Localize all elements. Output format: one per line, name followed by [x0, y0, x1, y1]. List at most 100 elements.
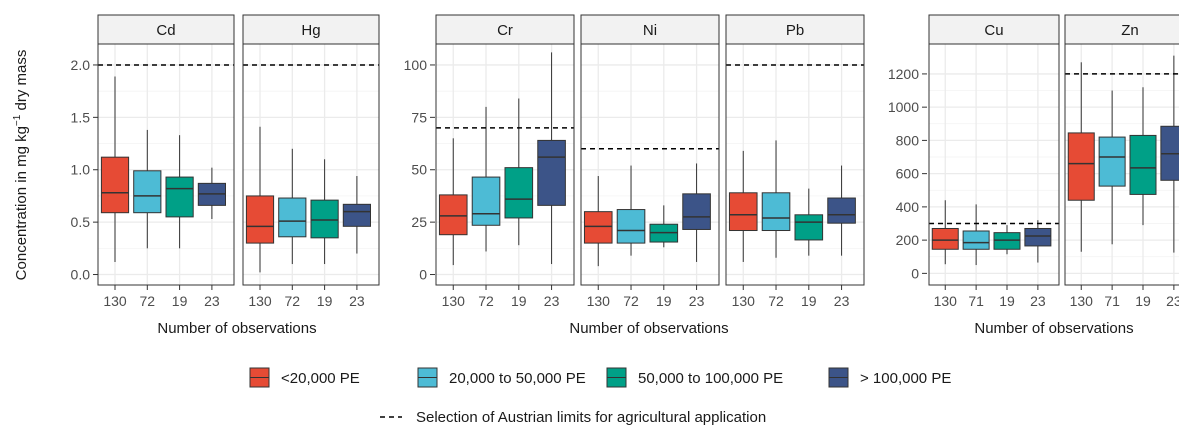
x-tick-label: 19 — [801, 293, 817, 309]
y-tick-label: 600 — [896, 166, 920, 182]
x-tick-label: 130 — [587, 293, 611, 309]
box-ni-4 — [682, 193, 711, 230]
legend-label: 50,000 to 100,000 PE — [638, 370, 783, 387]
y-tick-label: 100 — [404, 57, 428, 73]
legend-label: 20,000 to 50,000 PE — [449, 370, 586, 387]
box-cu-1 — [931, 227, 959, 250]
box-cu-3 — [993, 232, 1021, 250]
x-axis-title: Number of observations — [157, 320, 316, 337]
box-zn-2 — [1098, 136, 1126, 187]
box-hg-1 — [245, 195, 275, 244]
box-ni-1 — [583, 211, 613, 244]
facet-label-cr: Cr — [497, 22, 513, 39]
facet-label-cd: Cd — [156, 22, 175, 39]
panel-cd: Cd 130 72 19 23 — [97, 14, 235, 309]
x-tick-label: 23 — [689, 293, 705, 309]
panel-border — [1064, 43, 1179, 286]
box-hg-3 — [310, 199, 339, 239]
panel-plot-area — [243, 64, 379, 273]
x-tick-label: 19 — [172, 293, 188, 309]
y-tick-label: 200 — [896, 232, 920, 248]
panel-zn: Zn 130 71 19 23 — [1064, 14, 1179, 309]
box-cd-2 — [133, 170, 162, 214]
panel-plot-area — [98, 64, 234, 262]
x-tick-label: 19 — [317, 293, 333, 309]
chart-group-1: 0.0 0.5 1.0 1.5 2.0 Cd 130 72 19 23 Hg 130 72 19 23 Num… — [71, 14, 380, 337]
x-tick-label: 130 — [103, 293, 127, 309]
box-hg-4 — [342, 203, 371, 227]
panel-cr: Cr 130 72 19 23 — [435, 14, 575, 309]
y-tick-label: 1.0 — [71, 162, 91, 178]
y-tick-label: 50 — [411, 162, 427, 178]
chart-group-2: 0 25 50 75 100 Cr 130 72 19 23 Ni 130 72 19 23 Pb 130 72 1… — [404, 14, 865, 337]
x-tick-label: 23 — [544, 293, 560, 309]
panel-background — [726, 44, 864, 285]
y-tick-label: 0.0 — [71, 267, 91, 283]
legend-item: 20,000 to 50,000 PE — [417, 367, 586, 388]
box-cd-1 — [100, 156, 130, 214]
legend-item: > 100,000 PE — [828, 367, 951, 388]
legend-limit-label: Selection of Austrian limits for agricul… — [416, 409, 766, 426]
panel-border — [580, 43, 720, 286]
panel-background — [243, 44, 379, 285]
legend-item: <20,000 PE — [249, 367, 360, 388]
panel-border — [725, 43, 865, 286]
panel-hg: Hg 130 72 19 23 — [242, 14, 380, 309]
y-tick-label: 1200 — [888, 66, 919, 82]
panel-border — [928, 43, 1060, 286]
y-tick-label: 0 — [419, 267, 427, 283]
legend-limit-item: Selection of Austrian limits for agricul… — [380, 409, 766, 426]
facet-label-zn: Zn — [1121, 22, 1139, 39]
y-tick-label: 1.5 — [71, 109, 91, 125]
panel-pb: Pb 130 72 19 23 — [725, 14, 865, 309]
facet-strip-ni — [580, 14, 720, 45]
x-axis-title: Number of observations — [569, 320, 728, 337]
y-axis-title: Concentration in mg kg−1 dry mass — [12, 50, 30, 281]
x-tick-label: 130 — [934, 293, 958, 309]
facet-strip-zn — [1064, 14, 1179, 45]
y-axis-title-tail: dry mass — [13, 50, 30, 115]
x-tick-label: 130 — [248, 293, 272, 309]
box-cr-4 — [537, 139, 566, 206]
y-tick-label: 1000 — [888, 99, 919, 115]
x-tick-label: 130 — [732, 293, 756, 309]
facet-strip-cr — [435, 14, 575, 45]
box-pb-1 — [728, 192, 758, 232]
box-hg-2 — [278, 197, 307, 238]
box-cr-2 — [471, 176, 501, 226]
x-tick-label: 19 — [999, 293, 1015, 309]
x-tick-label: 72 — [478, 293, 494, 309]
box-pb-2 — [761, 192, 791, 232]
y-tick-label: 2.0 — [71, 57, 91, 73]
panel-border — [435, 43, 575, 286]
x-tick-label: 72 — [140, 293, 156, 309]
box-pb-4 — [827, 197, 856, 224]
y-axis-title-superscript: −1 — [12, 114, 23, 126]
x-tick-label: 130 — [1070, 293, 1094, 309]
panel-border — [242, 43, 380, 286]
facet-strip-hg — [242, 14, 380, 45]
panel-border — [97, 43, 235, 286]
panel-ni: Ni 130 72 19 23 — [580, 14, 720, 309]
box-cr-3 — [504, 167, 534, 219]
panel-plot-area — [726, 64, 864, 262]
y-tick-label: 800 — [896, 132, 920, 148]
facet-label-pb: Pb — [786, 22, 804, 39]
box-zn-1 — [1067, 132, 1095, 201]
y-tick-label: 25 — [411, 214, 427, 230]
panel-plot-area — [929, 200, 1059, 266]
panel-plot-area — [1065, 55, 1179, 253]
x-tick-label: 72 — [285, 293, 301, 309]
x-tick-label: 130 — [442, 293, 466, 309]
x-tick-label: 19 — [656, 293, 672, 309]
facet-label-hg: Hg — [301, 22, 320, 39]
legend-item: 50,000 to 100,000 PE — [606, 367, 783, 388]
x-axis-title: Number of observations — [974, 320, 1133, 337]
facet-strip-cu — [928, 14, 1060, 45]
y-tick-label: 0.5 — [71, 214, 91, 230]
panel-plot-area — [581, 148, 719, 267]
box-ni-2 — [616, 209, 646, 244]
y-tick-label: 0 — [911, 265, 919, 281]
legend: <20,000 PE 20,000 to 50,000 PE 50,000 to 1… — [249, 367, 951, 426]
